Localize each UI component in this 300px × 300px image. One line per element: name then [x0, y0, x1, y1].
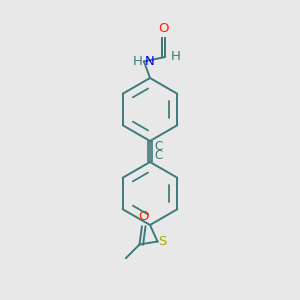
- Text: H: H: [133, 55, 142, 68]
- Text: C: C: [155, 140, 163, 153]
- Text: S: S: [158, 235, 166, 248]
- Text: C: C: [155, 149, 163, 162]
- Text: O: O: [158, 22, 169, 34]
- Text: N: N: [145, 55, 155, 68]
- Text: O: O: [138, 211, 149, 224]
- Text: H: H: [170, 50, 180, 64]
